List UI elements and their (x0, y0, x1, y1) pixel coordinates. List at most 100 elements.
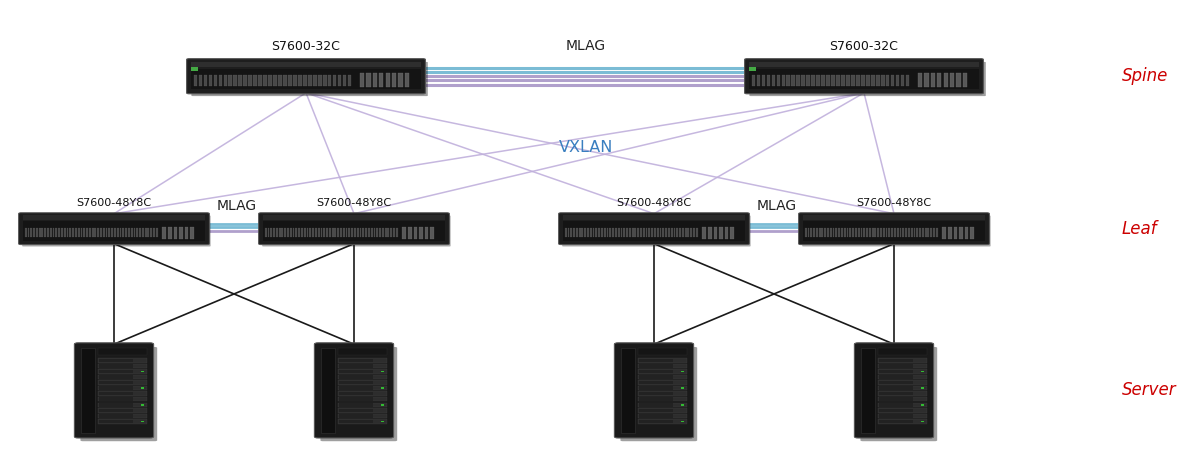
Bar (858, 228, 859, 237)
Bar (218, 75, 222, 85)
Bar (804, 215, 985, 219)
FancyBboxPatch shape (74, 343, 154, 438)
Bar (98, 391, 148, 396)
Bar (382, 387, 384, 389)
Bar (878, 380, 928, 385)
Bar (908, 228, 910, 237)
Bar (264, 215, 444, 219)
Bar (388, 228, 389, 237)
Bar (620, 348, 635, 433)
Bar (352, 228, 353, 237)
Bar (906, 75, 910, 85)
Bar (192, 61, 421, 67)
Bar (860, 228, 863, 237)
Bar (223, 75, 227, 85)
Bar (318, 228, 319, 237)
Bar (338, 380, 388, 385)
Bar (44, 228, 46, 237)
Bar (116, 228, 119, 237)
Bar (883, 228, 884, 237)
Bar (925, 228, 926, 237)
Bar (313, 75, 317, 85)
Bar (574, 228, 575, 237)
Bar (283, 75, 287, 85)
Bar (886, 228, 888, 237)
Bar (635, 228, 636, 237)
Bar (846, 75, 850, 85)
Bar (24, 215, 204, 219)
Bar (42, 228, 43, 237)
Bar (314, 228, 317, 237)
Bar (673, 228, 676, 237)
Bar (98, 380, 148, 385)
Bar (880, 228, 882, 237)
Bar (100, 414, 133, 418)
Bar (59, 228, 60, 237)
Bar (340, 397, 373, 401)
Bar (128, 228, 130, 237)
Bar (901, 75, 905, 85)
Bar (640, 392, 673, 395)
Bar (329, 228, 331, 237)
Bar (880, 419, 913, 423)
Bar (871, 228, 874, 237)
Bar (142, 371, 144, 372)
Bar (871, 75, 875, 85)
Bar (204, 75, 208, 85)
Bar (74, 228, 77, 237)
Bar (878, 408, 928, 413)
Bar (656, 228, 659, 237)
Bar (638, 348, 688, 355)
Bar (878, 413, 928, 418)
Bar (878, 358, 928, 363)
Bar (290, 228, 292, 237)
Bar (841, 75, 845, 85)
Bar (338, 348, 388, 355)
Bar (382, 420, 384, 422)
Text: VXLAN: VXLAN (558, 140, 613, 155)
Bar (298, 75, 301, 85)
Bar (209, 75, 212, 85)
Bar (139, 228, 140, 237)
Bar (362, 228, 365, 237)
Bar (320, 228, 323, 237)
Bar (890, 75, 894, 85)
Bar (612, 228, 614, 237)
Bar (337, 228, 340, 237)
Bar (905, 228, 907, 237)
Bar (30, 228, 32, 237)
FancyBboxPatch shape (314, 343, 394, 438)
Bar (331, 228, 334, 237)
Bar (876, 75, 880, 85)
Bar (234, 75, 238, 85)
Bar (875, 228, 876, 237)
Bar (792, 75, 796, 85)
Bar (191, 226, 194, 238)
Bar (896, 75, 900, 85)
Bar (125, 228, 127, 237)
Bar (98, 386, 148, 390)
Bar (587, 228, 589, 237)
Bar (122, 228, 125, 237)
Bar (806, 75, 810, 85)
Bar (100, 403, 133, 407)
FancyBboxPatch shape (860, 347, 937, 441)
FancyBboxPatch shape (749, 62, 985, 96)
Bar (98, 419, 148, 424)
Bar (682, 404, 684, 406)
Text: Leaf: Leaf (1122, 220, 1158, 237)
Bar (408, 226, 412, 238)
Bar (64, 228, 66, 237)
Bar (191, 69, 421, 89)
Bar (371, 228, 372, 237)
Bar (640, 408, 673, 412)
Bar (265, 228, 266, 237)
Bar (880, 414, 913, 418)
Text: Spine: Spine (1122, 67, 1169, 85)
Text: MLAG: MLAG (216, 199, 257, 213)
Bar (100, 392, 133, 395)
Bar (80, 348, 95, 433)
Bar (338, 375, 388, 379)
Bar (23, 221, 205, 241)
Bar (749, 61, 979, 67)
